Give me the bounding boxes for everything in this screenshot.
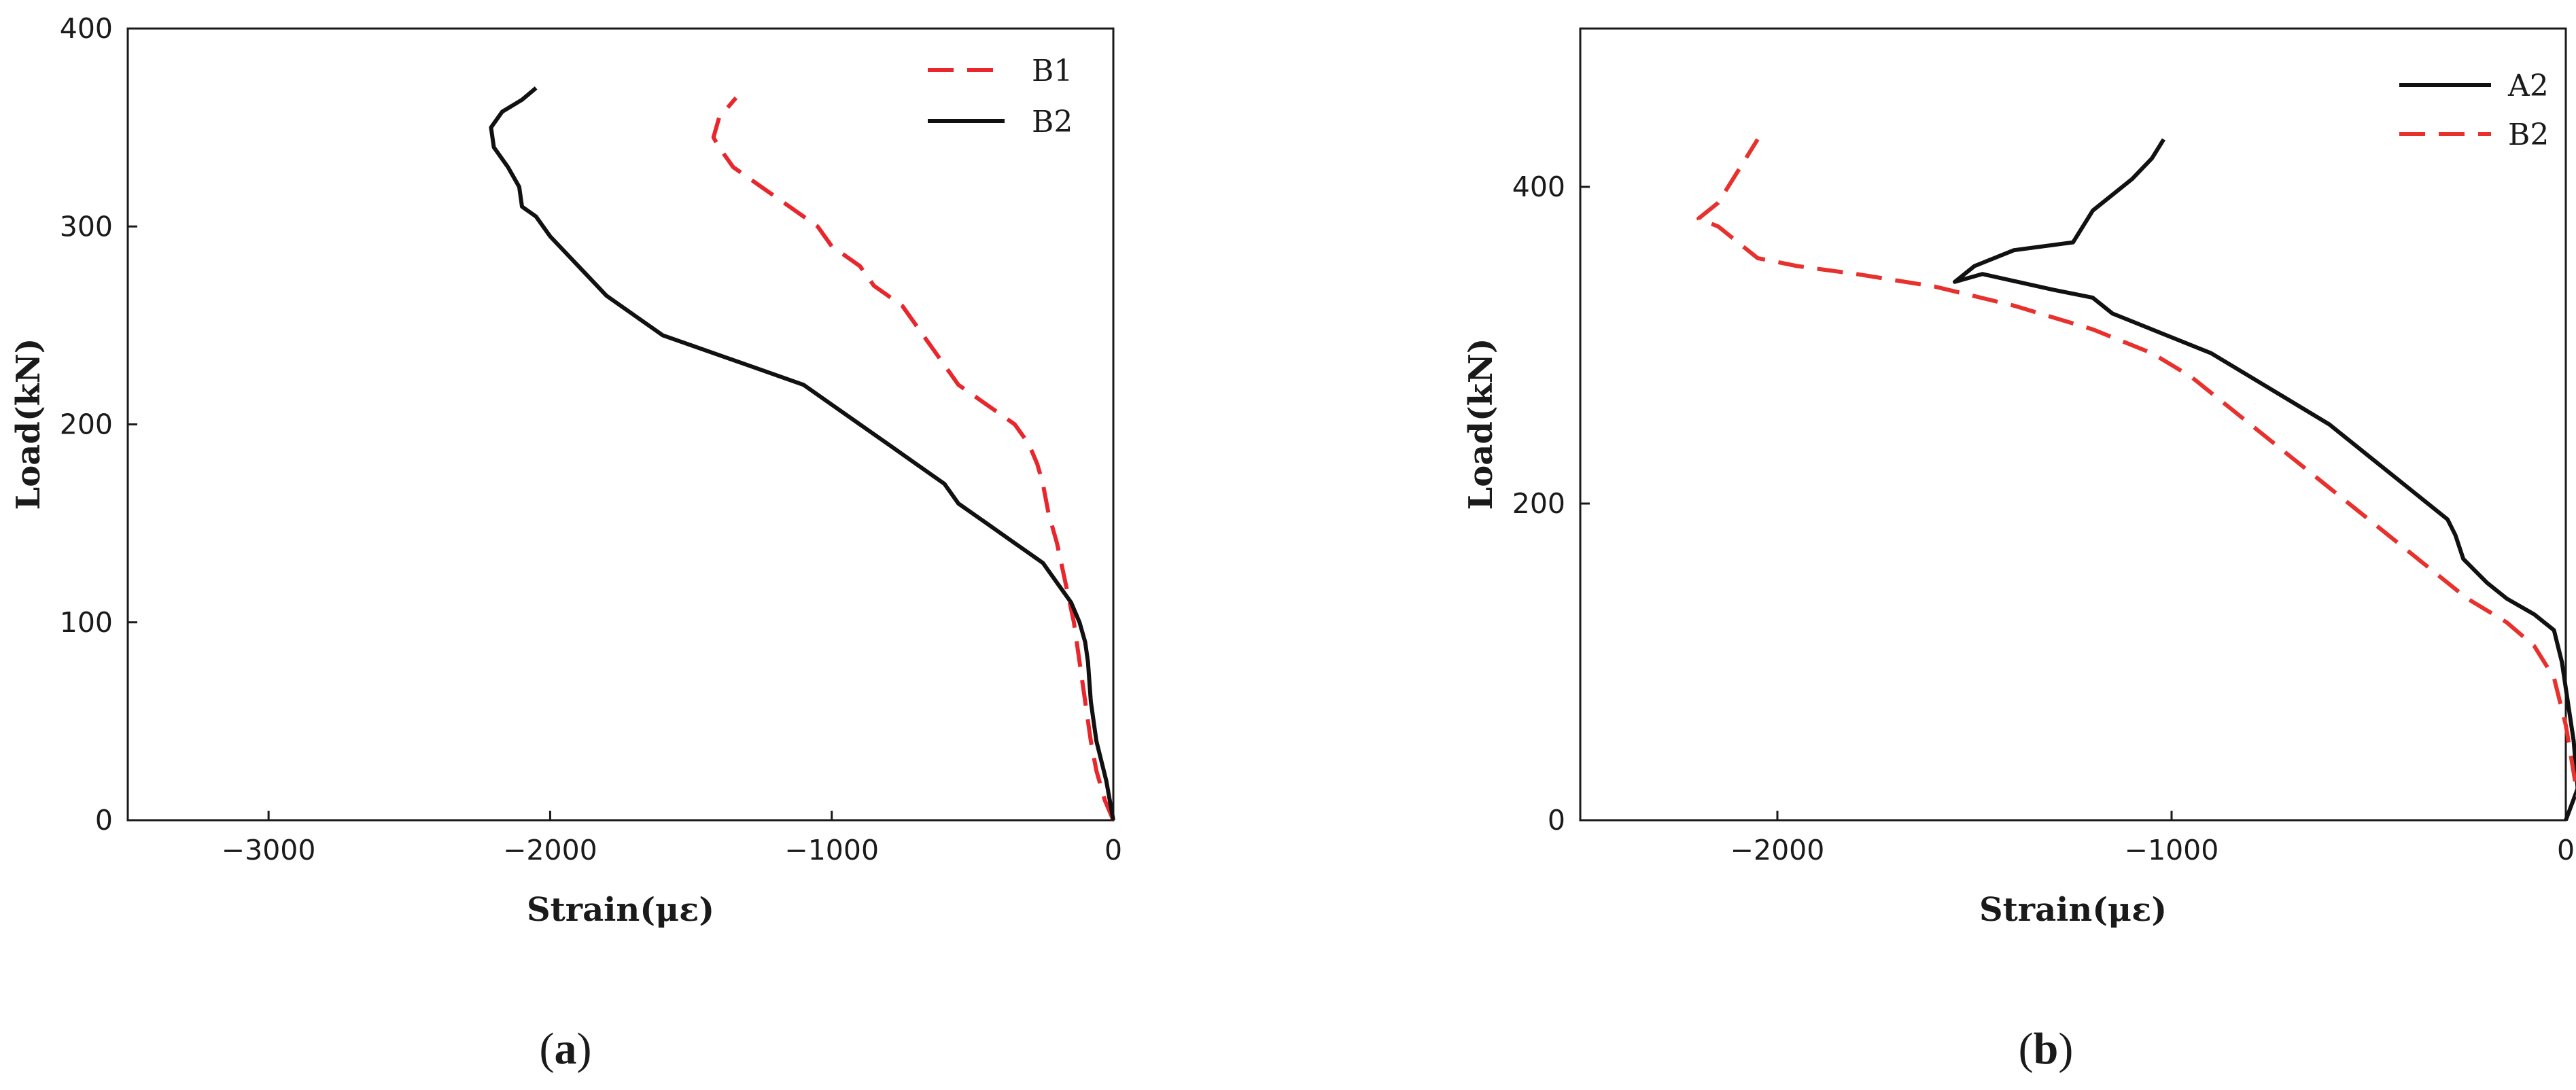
panel-label-a-letter: a (555, 1024, 577, 1074)
plot-frame-a (126, 27, 1115, 822)
plot-frame-b (1579, 27, 2567, 822)
series-line-b1 (711, 96, 1115, 822)
x-tick-label: −2000 (1730, 834, 1825, 866)
y-tick-label: 0 (95, 804, 113, 837)
legend-label-b1: B1 (1032, 54, 1073, 88)
legend-label-b2-b: B2 (2508, 118, 2549, 152)
x-tick-label: 0 (2557, 834, 2575, 866)
series-layer-b (1696, 138, 2576, 822)
legend-label-b2: B2 (1032, 105, 1073, 139)
y-tick-label: 200 (1512, 487, 1565, 520)
y-tick-label: 400 (60, 12, 113, 45)
axis-ticks-b: −2000 −1000 0 0 200 400 (1512, 171, 2575, 866)
legend-label-a2: A2 (2507, 69, 2549, 103)
series-line-b2 (1696, 138, 2576, 799)
x-axis-title-b: Strain(με) (1979, 891, 2167, 929)
y-tick-label: 100 (60, 606, 113, 639)
y-tick-label: 400 (1512, 171, 1565, 203)
axis-ticks-a: −3000 −2000 −1000 0 0 100 200 300 400 (60, 12, 1122, 866)
x-axis-title-a: Strain(με) (527, 891, 714, 929)
panel-label-b: (b) (2019, 1024, 2074, 1074)
y-tick-label: 0 (1548, 804, 1565, 837)
x-tick-label: −3000 (222, 834, 316, 866)
panel-a: −3000 −2000 −1000 0 0 100 200 300 400 Strain(με)… (10, 12, 1122, 1074)
y-axis-title-b: Load(kN) (1462, 338, 1500, 510)
panel-label-b-letter: b (2034, 1024, 2059, 1074)
series-line-b2 (489, 86, 1115, 821)
x-tick-label: 0 (1104, 834, 1122, 866)
legend-a: B1 B2 (928, 54, 1073, 139)
y-tick-label: 200 (60, 408, 113, 441)
y-tick-label: 300 (60, 210, 113, 243)
panel-b: −2000 −1000 0 0 200 400 Strain(με) Load(kN) A… (1462, 27, 2576, 1074)
x-tick-label: −1000 (784, 834, 879, 866)
series-layer-a (489, 86, 1115, 822)
series-line-a2 (1953, 138, 2576, 822)
legend-b: A2 B2 (2399, 69, 2549, 152)
x-tick-label: −1000 (2125, 834, 2219, 866)
x-tick-label: −2000 (503, 834, 597, 866)
y-axis-title-a: Load(kN) (10, 338, 48, 510)
panel-label-a: (a) (540, 1024, 592, 1074)
